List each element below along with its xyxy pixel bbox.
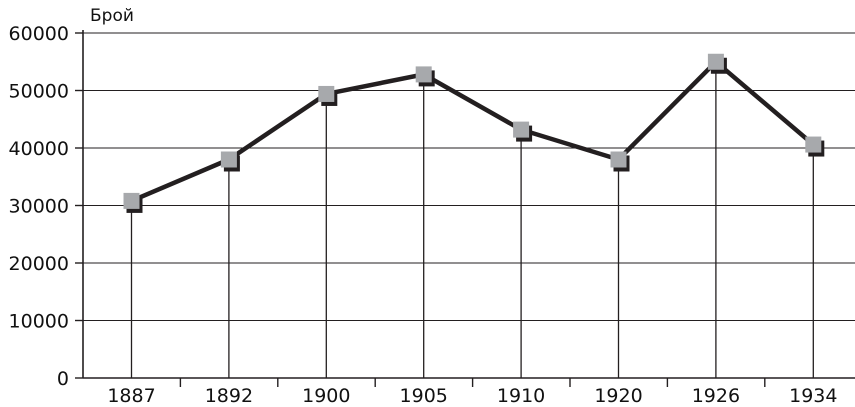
data-series	[130, 58, 815, 203]
x-tick-label: 1887	[107, 385, 155, 407]
series-line	[130, 58, 815, 203]
y-tick-label: 20000	[9, 253, 69, 275]
marker-square	[805, 136, 822, 153]
y-tick-label: 0	[57, 368, 69, 390]
x-tick-label: 1900	[302, 385, 350, 407]
marker-square	[513, 121, 530, 138]
x-tick-label: 1934	[789, 385, 837, 407]
data-point	[513, 121, 533, 142]
y-tick-label: 60000	[9, 23, 69, 45]
data-point	[805, 136, 825, 157]
marker-square	[220, 151, 237, 168]
x-tick-label: 1892	[205, 385, 253, 407]
y-tick-label: 30000	[9, 196, 69, 218]
data-point	[318, 85, 338, 106]
data-point	[707, 53, 727, 74]
marker-square	[610, 151, 627, 168]
drop-lines	[130, 61, 814, 378]
y-axis-label: Брой	[90, 6, 134, 26]
data-markers	[123, 53, 825, 213]
data-point	[123, 192, 143, 213]
y-tick-label: 40000	[9, 138, 69, 160]
marker-square	[318, 85, 335, 102]
marker-square	[415, 66, 432, 83]
y-tick-label: 10000	[9, 311, 69, 333]
x-tick-label: 1905	[400, 385, 448, 407]
y-tick-labels: 0 10000 20000 30000 40000 50000 60000	[9, 23, 69, 390]
grid-lines	[75, 32, 855, 387]
x-tick-label: 1926	[692, 385, 740, 407]
marker-square	[707, 53, 724, 70]
marker-square	[123, 192, 140, 209]
y-tick-label: 50000	[9, 81, 69, 103]
axes	[82, 30, 855, 379]
data-point	[220, 151, 240, 172]
x-tick-labels: 1887 1892 1900 1905 1910 1920 1926 1934	[107, 385, 837, 407]
data-point	[415, 66, 435, 87]
data-point	[610, 151, 630, 172]
x-tick-label: 1910	[497, 385, 545, 407]
x-tick-label: 1920	[594, 385, 642, 407]
